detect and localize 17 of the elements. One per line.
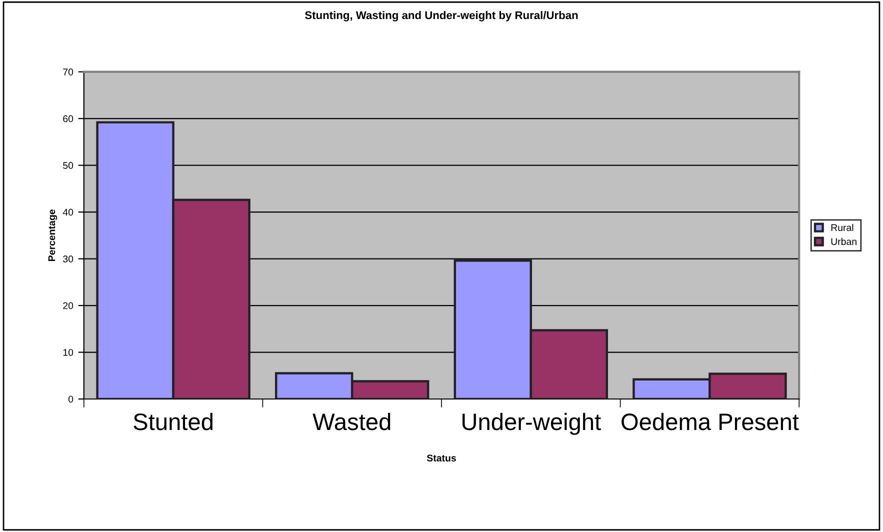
y-tick-label: 70 [63, 68, 74, 76]
x-tick-label: Under-weight [462, 412, 601, 435]
legend-label: Rural [831, 224, 854, 232]
x-tick-label: Oedema Present [622, 412, 799, 430]
y-tick-label: 30 [63, 256, 74, 262]
y-tick-label: 10 [63, 348, 74, 356]
y-tick-label: 20 [63, 302, 74, 310]
legend-label: Urban [831, 238, 856, 246]
x-tick-label: Wasted [312, 412, 390, 430]
y-tick-label: 40 [62, 208, 74, 216]
x-axis-title: Status [426, 454, 456, 462]
y-tick-label: 60 [63, 115, 74, 122]
y-axis-title: Percentage [48, 210, 58, 261]
chart-title: Stunting, Wasting and Under-weight by Rural/Urban [305, 10, 578, 22]
y-tick-label: 50 [63, 162, 74, 169]
y-tick-label: 0 [68, 396, 74, 403]
x-tick-label: Stunted [134, 412, 212, 430]
